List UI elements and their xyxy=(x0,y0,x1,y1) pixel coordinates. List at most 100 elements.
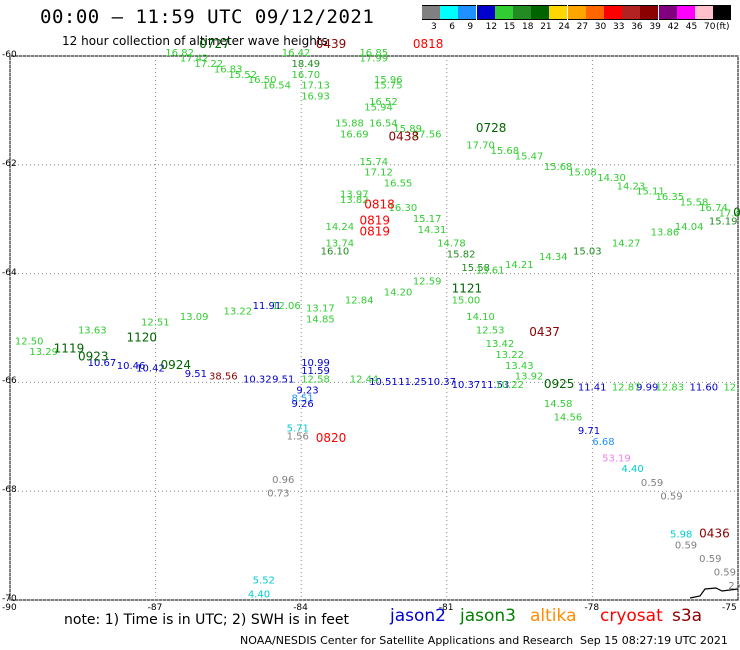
swh-value: 9.23 xyxy=(296,385,318,396)
swh-value: 13.09 xyxy=(180,312,209,323)
swh-value: 16.55 xyxy=(384,179,413,190)
swh-value: 14.10 xyxy=(466,312,495,323)
swh-value: 13.74 xyxy=(325,238,354,249)
pass-time-label: 0819 xyxy=(359,225,390,239)
swh-value: 14.23 xyxy=(617,181,646,192)
legend-label: 36 xyxy=(631,22,643,32)
swh-value: 15.96 xyxy=(374,75,403,86)
swh-value: 14.31 xyxy=(418,225,447,236)
legend-swatch xyxy=(440,5,459,20)
legend-swatch xyxy=(622,5,641,20)
coastline xyxy=(689,587,739,599)
swh-value: 9.51 xyxy=(272,374,294,385)
swh-value: 13.22 xyxy=(224,306,253,317)
swh-value: 9.51 xyxy=(185,369,207,380)
lon-tick-label: -84 xyxy=(293,603,308,613)
pass-time-label: 0924 xyxy=(160,358,191,372)
swh-value: 10.51 xyxy=(369,377,398,388)
swh-value: 0.59 xyxy=(675,540,697,551)
swh-value: 0.59 xyxy=(660,491,682,502)
swh-value: 14.85 xyxy=(306,315,335,326)
swh-value: 14.78 xyxy=(437,238,466,249)
map-subtitle: 12 hour collection of altimeter wave hei… xyxy=(62,34,328,48)
swh-value: 11.25 xyxy=(398,377,427,388)
swh-value: 15.52 xyxy=(228,70,257,81)
swh-value: 12.44 xyxy=(350,374,379,385)
swh-value: 15.94 xyxy=(364,102,393,113)
swh-value: 16.93 xyxy=(301,92,330,103)
swh-value: 16.74 xyxy=(699,203,728,214)
swh-value: 0.59 xyxy=(641,478,663,489)
legend-unit: (ft) xyxy=(716,22,730,32)
swh-value: 15.75 xyxy=(374,81,403,92)
pass-time-label: 0728 xyxy=(476,121,507,135)
footer-timestamp: Sep 15 08:27:19 UTC 2021 xyxy=(580,634,728,647)
swh-value: 10.46 xyxy=(117,361,146,372)
legend-swatch xyxy=(713,5,732,20)
swh-value: 13.63 xyxy=(78,325,107,336)
pass-time-label: 0438 xyxy=(389,129,420,143)
pass-time-label: 0437 xyxy=(529,325,560,339)
footer-credit: NOAA/NESDIS Center for Satellite Applica… xyxy=(240,634,574,647)
legend-swatch xyxy=(549,5,568,20)
lat-tick-label: -64 xyxy=(2,267,17,278)
swh-value: 16.85 xyxy=(359,48,388,59)
swh-value: 14.56 xyxy=(554,412,583,423)
lat-tick-label: -70 xyxy=(2,594,17,604)
swh-value: 16.69 xyxy=(340,130,369,141)
swh-value: 17.99 xyxy=(359,53,388,64)
swh-value: 15.82 xyxy=(447,249,476,260)
pass-time-label: 1120 xyxy=(126,331,157,345)
swh-value: 18.49 xyxy=(291,59,320,70)
swh-value: 14.20 xyxy=(384,287,413,298)
pass-time-label: 0439 xyxy=(316,37,347,51)
swh-value: 0.73 xyxy=(267,489,289,500)
swh-value: 16.83 xyxy=(214,64,243,75)
swh-value: 38.56 xyxy=(209,372,238,383)
legend-swatch xyxy=(658,5,677,20)
legend-swatch xyxy=(695,5,713,20)
legend-label: 70 xyxy=(704,22,716,32)
swh-value: 13.17 xyxy=(306,304,335,315)
pass-time-label: 0729 xyxy=(733,205,740,219)
swh-value: 11.59 xyxy=(301,366,330,377)
swh-value: 16.30 xyxy=(389,203,418,214)
legend-swatch xyxy=(567,5,586,20)
legend-swatch xyxy=(531,5,550,20)
swh-value: 9.71 xyxy=(578,426,600,437)
satellite-jason3: jason3 xyxy=(460,606,516,626)
legend-label: 30 xyxy=(594,22,607,32)
swh-value: 4.40 xyxy=(248,589,270,600)
swh-value: 13.86 xyxy=(651,228,680,239)
swh-value: 12.59 xyxy=(413,276,442,287)
satellite-cryosat: cryosat xyxy=(600,606,663,626)
pass-time-label: 1119 xyxy=(54,341,85,355)
legend-label: 24 xyxy=(558,22,570,32)
pass-time-label: 0819 xyxy=(359,214,390,228)
swh-value: 17.22 xyxy=(194,59,223,70)
swh-value: 11.91 xyxy=(253,301,282,312)
swh-value: 11.60 xyxy=(689,383,718,394)
lat-tick-label: -60 xyxy=(2,50,17,60)
swh-value: 12.87 xyxy=(723,383,740,394)
swh-value: 10.67 xyxy=(88,358,117,369)
swh-value: 15.11 xyxy=(636,187,665,198)
lon-tick-label: -78 xyxy=(584,603,600,613)
swh-value: 0.96 xyxy=(272,475,294,486)
swh-value: 9.99 xyxy=(636,383,658,394)
swh-value: 4.40 xyxy=(622,464,644,475)
swh-value: 17.41 xyxy=(719,208,740,219)
swh-value: 14.58 xyxy=(544,399,573,410)
legend-swatch xyxy=(640,5,659,20)
swh-value: 15.74 xyxy=(359,157,388,168)
swh-value: 16.54 xyxy=(369,119,398,130)
swh-value: 5.71 xyxy=(287,423,309,434)
swh-value: 16.42 xyxy=(282,48,311,59)
swh-value: 17.13 xyxy=(301,81,330,92)
footer-note: note: 1) Time is in UTC; 2) SWH is in fe… xyxy=(64,612,350,628)
legend-label: 15 xyxy=(503,22,516,32)
swh-value: 13.43 xyxy=(505,361,534,372)
satellite-altika: altika xyxy=(530,606,577,626)
